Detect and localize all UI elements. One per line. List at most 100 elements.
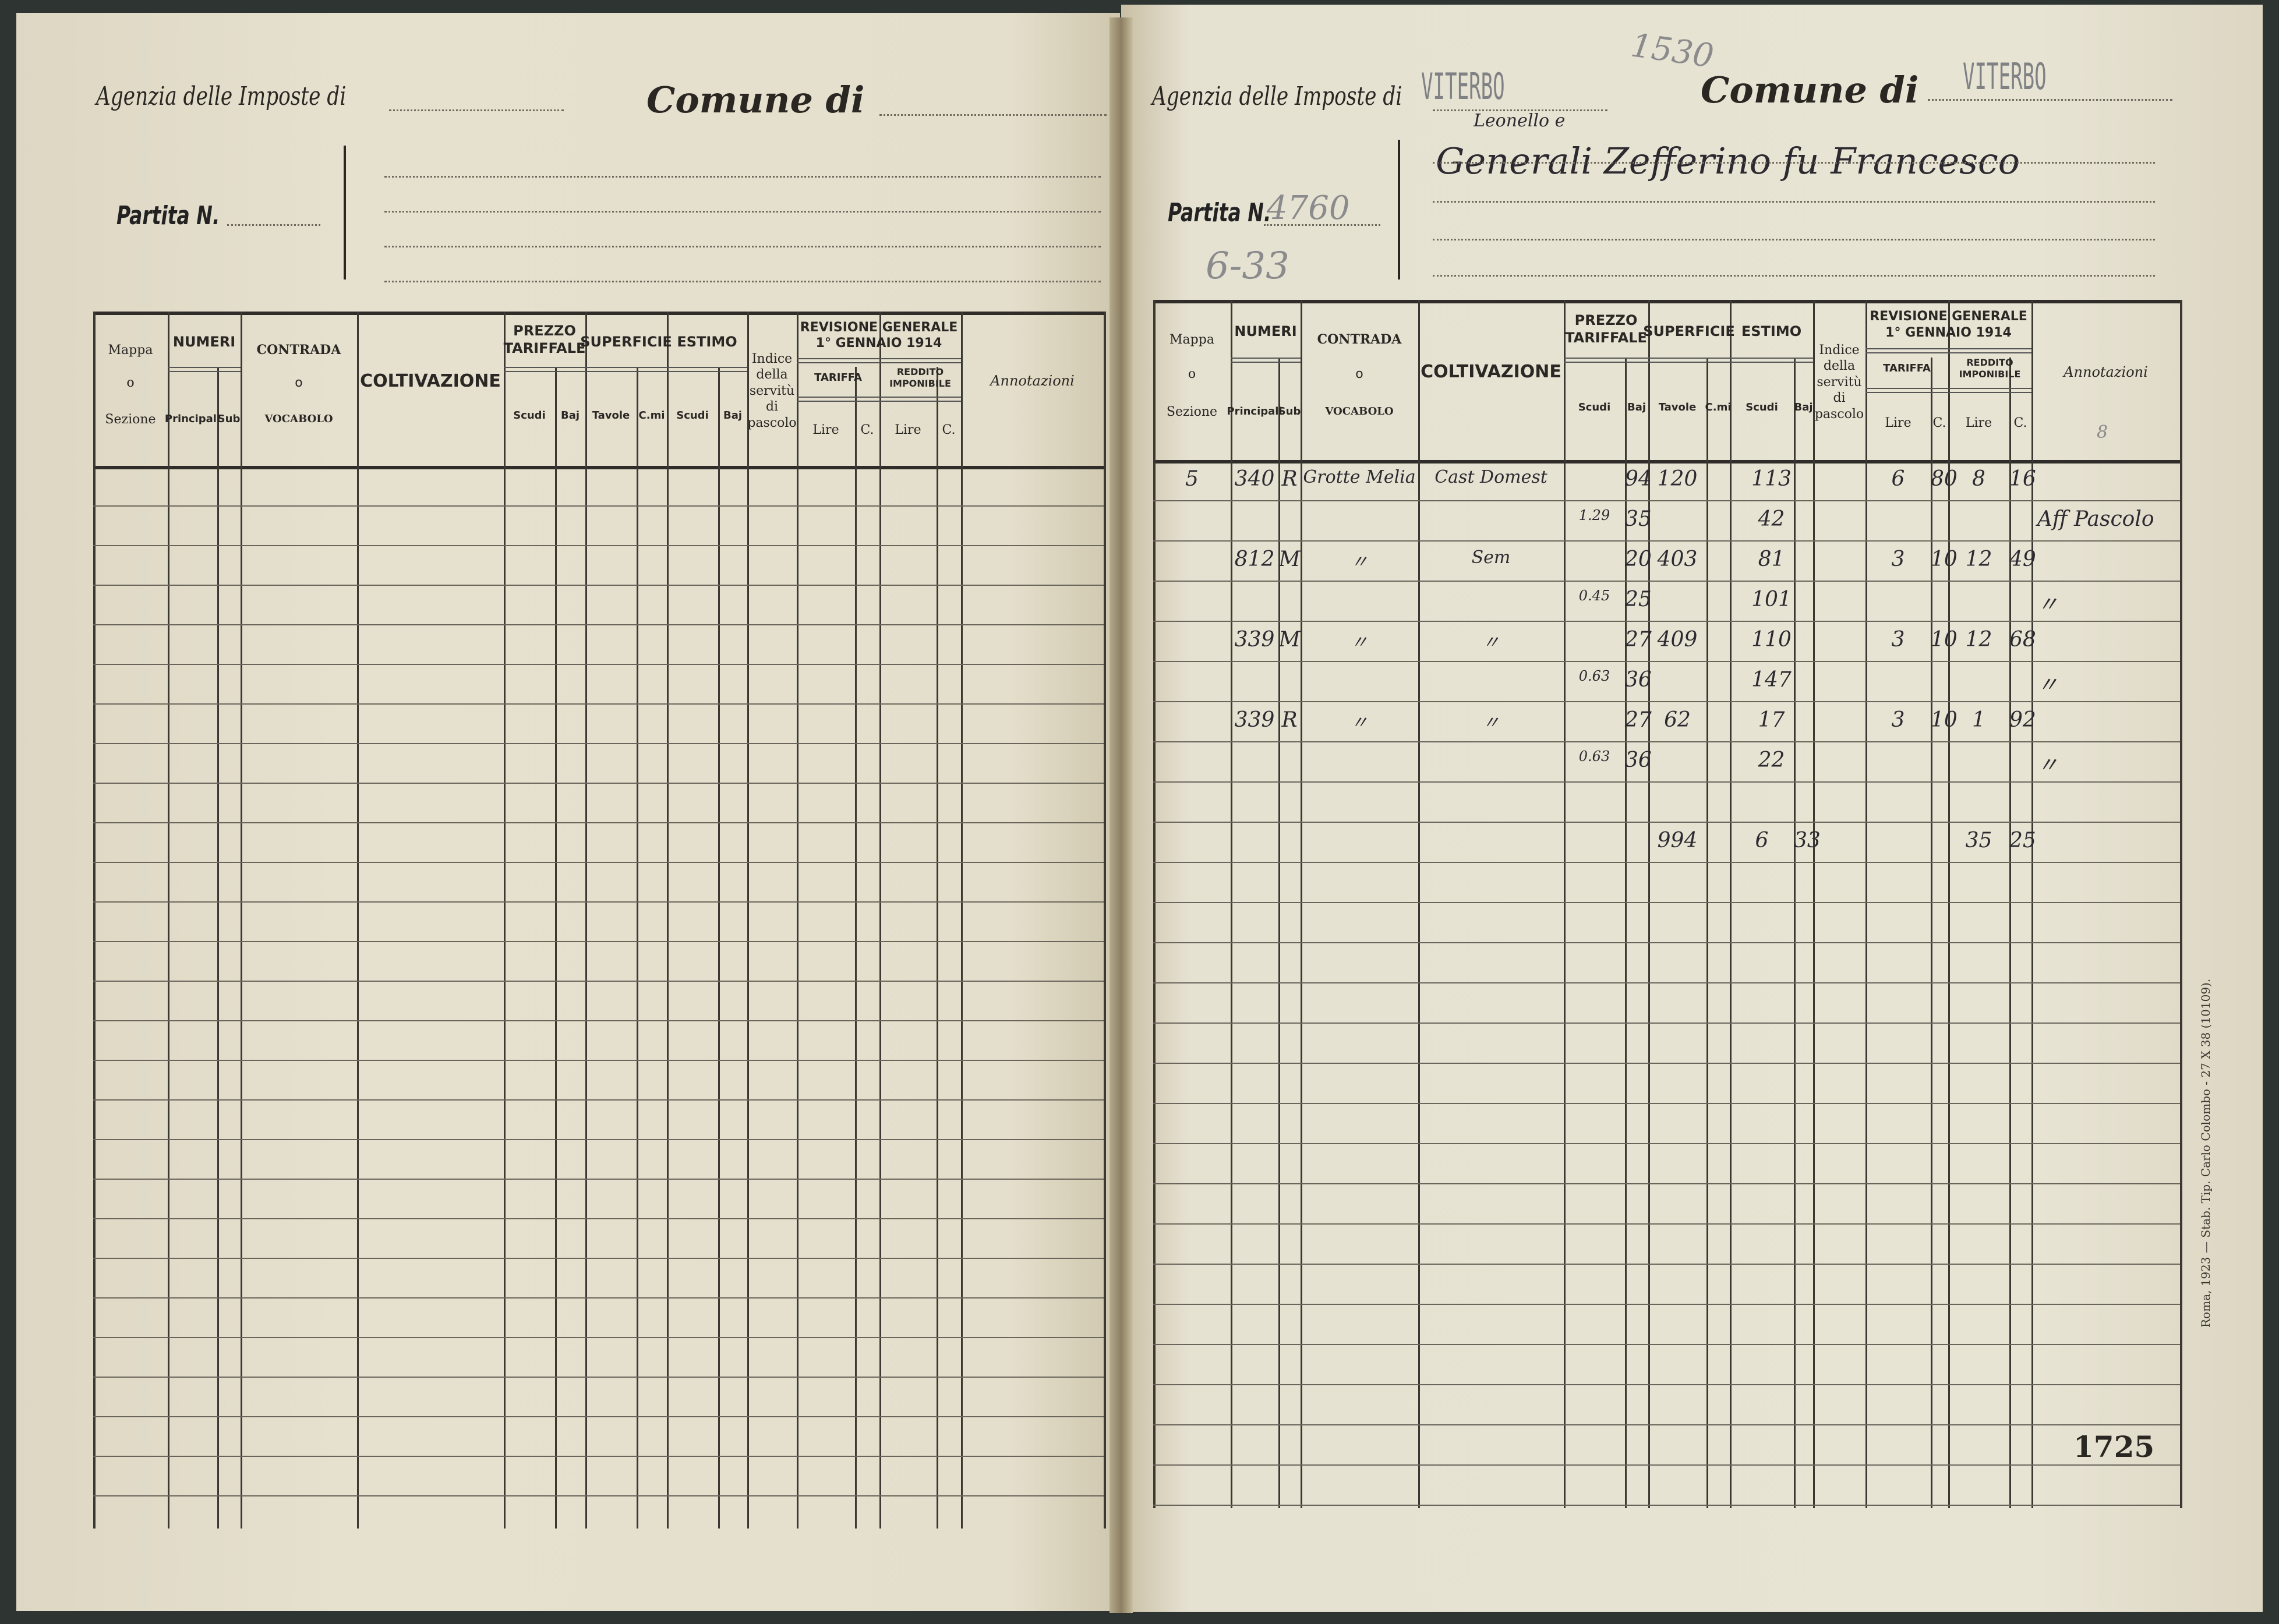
row-line: [93, 1099, 1104, 1101]
cell-estimo-baj: 33: [1794, 829, 1821, 852]
header-group-line: [1865, 388, 1948, 394]
cell-annotazioni: 〃: [2037, 753, 2059, 777]
row-line: [1153, 1103, 2180, 1104]
cell-estimo: 42: [1758, 507, 1785, 531]
row-line: [93, 585, 1104, 586]
cell-prezzo-baj: 20: [1625, 547, 1652, 571]
cell-tariffa-lire: 6: [1891, 467, 1905, 491]
cell-reddito-c: 92: [2009, 708, 2036, 732]
row-line: [93, 1416, 1104, 1417]
cell-prezzo-baj: 36: [1625, 668, 1652, 692]
header-principali: Principali: [164, 413, 221, 426]
header-group-line: [1865, 348, 2031, 353]
cell-estimo: 22: [1758, 748, 1785, 772]
cell-prezzo-scudi: 0.63: [1578, 668, 1610, 684]
header-group-line: [797, 358, 961, 363]
cell-sezione: 5: [1185, 467, 1199, 491]
right-page: [1121, 5, 2263, 1612]
page-number: 1725: [2073, 1430, 2155, 1464]
row-line: [93, 1456, 1104, 1457]
header-annotazioni: Annotazioni: [990, 373, 1075, 390]
header-mappa_o: o: [126, 376, 135, 391]
column-divider: [1104, 312, 1106, 1529]
row-line: [93, 783, 1104, 784]
row-line: [1153, 982, 2180, 983]
header-mappa: Mappa: [1169, 332, 1214, 347]
cell-tavole: 120: [1657, 467, 1698, 491]
header-vocabolo: VOCABOLO: [264, 413, 333, 426]
header-estimo: ESTIMO: [1741, 323, 1802, 339]
header-scudi: Scudi: [513, 409, 546, 422]
cell-prezzo-baj: 35: [1625, 507, 1652, 531]
header-estimo: ESTIMO: [677, 333, 737, 350]
header-vocabolo: VOCABOLO: [1325, 405, 1394, 418]
column-divider: [1278, 358, 1280, 1508]
cell-prezzo-baj: 27: [1625, 628, 1652, 652]
header-scudi: Scudi: [1578, 401, 1611, 414]
column-divider: [1301, 300, 1302, 1508]
annotazioni-header-mark: 8: [2097, 422, 2108, 443]
comune-label-left: Comune di: [646, 79, 865, 121]
cell-tariffa-lire: 3: [1891, 628, 1905, 652]
column-divider: [1564, 300, 1566, 1508]
cell-reddito-c: 16: [2009, 467, 2036, 491]
row-line: [93, 1179, 1104, 1180]
header-tavole: Tavole: [1658, 401, 1697, 414]
comune-value-stamp: VITERBO: [1963, 55, 2047, 98]
cell-reddito-lire: 8: [1972, 467, 1985, 491]
row-line: [93, 981, 1104, 982]
header-contrada_o: o: [295, 376, 303, 391]
comune-label-right: Comune di: [1701, 69, 1919, 111]
cell-reddito-lire: 1: [1972, 708, 1985, 732]
row-line: [93, 1258, 1104, 1259]
header-baj: Baj: [723, 409, 743, 422]
table-top-border: [93, 312, 1104, 315]
row-line: [1153, 1063, 2180, 1064]
owner-line-left: [384, 281, 1101, 282]
row-line: [1153, 1143, 2180, 1144]
partita-field-left: [227, 224, 320, 226]
cell-prezzo-scudi: 0.45: [1578, 588, 1610, 604]
row-line: [93, 664, 1104, 665]
cell-coltivazione: 〃: [1482, 713, 1500, 733]
cell-estimo: 110: [1751, 628, 1792, 652]
cell-tariffa-c: 10: [1931, 708, 1958, 732]
header-baj: Baj: [560, 409, 580, 422]
column-divider: [504, 312, 506, 1529]
row-line: [93, 743, 1104, 744]
header-group-line: [1648, 358, 1730, 363]
owner-line-right: [1433, 162, 2155, 164]
header-cmi: C.mi: [1705, 401, 1732, 414]
cell-estimo-scudi: 6: [1755, 829, 1769, 852]
header-group-line: [1730, 358, 1813, 363]
cell-prezzo-baj: 27: [1625, 708, 1652, 732]
cell-estimo: 81: [1758, 547, 1785, 571]
header-group-line: [879, 396, 961, 402]
header-divider-left: [344, 146, 346, 279]
agenzia-field-left: [389, 109, 564, 111]
row-line: [93, 941, 1104, 942]
cell-reddito-lire: 12: [1965, 628, 1992, 652]
cell-estimo: 147: [1751, 668, 1792, 692]
row-line: [1153, 902, 2180, 903]
row-line: [1153, 1384, 2180, 1385]
header-sezione: Sezione: [105, 412, 156, 427]
column-divider: [718, 367, 720, 1529]
header-lire: Lire: [812, 423, 839, 438]
row-line: [1153, 781, 2180, 783]
cell-reddito-lire: 35: [1965, 829, 1992, 852]
header-coltivazione: COLTIVAZIONE: [1421, 362, 1561, 382]
column-divider: [637, 367, 638, 1529]
row-line: [1153, 1344, 2180, 1345]
header-c: C.: [860, 423, 874, 438]
partita-value: 4760: [1267, 189, 1350, 227]
header-reddito: REDDITO IMPONIBILE: [889, 366, 951, 389]
cell-reddito-c: 68: [2009, 628, 2036, 652]
column-divider: [217, 367, 219, 1529]
owner-line-left: [384, 176, 1101, 178]
cell-contrada: 〃: [1351, 552, 1368, 572]
header-group-line: [168, 367, 241, 373]
cell-estimo: 17: [1758, 708, 1785, 732]
row-line: [1153, 1304, 2180, 1305]
cell-estimo: 101: [1751, 588, 1792, 611]
